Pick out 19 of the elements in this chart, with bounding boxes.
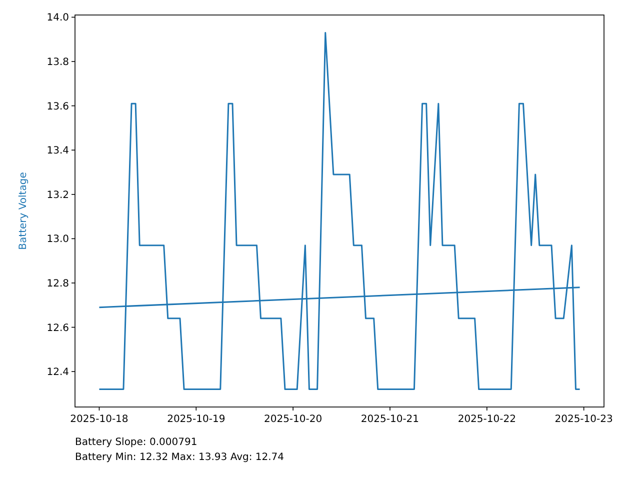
x-tick-label: 2025-10-22 (458, 414, 516, 425)
y-tick-label: 13.2 (46, 190, 69, 201)
text: Battery Min: 12.32 Max: 13.93 Avg: 12.74 (75, 452, 284, 463)
y-tick-label: 12.8 (46, 278, 69, 290)
x-tick-label: 2025-10-18 (70, 414, 128, 425)
x-tick-label: 2025-10-23 (554, 414, 613, 425)
y-axis-title: Battery Voltage (18, 172, 29, 250)
y-tick-label: 12.6 (46, 322, 69, 334)
y-tick-label: 13.0 (46, 234, 69, 246)
y-tick-label: 12.4 (46, 367, 69, 378)
y-tick-label: 13.4 (46, 146, 69, 157)
x-tick-label: 2025-10-19 (167, 414, 226, 425)
y-tick-label: 13.6 (46, 101, 69, 112)
x-tick-label: 2025-10-21 (360, 414, 420, 425)
y-tick-label: 13.8 (46, 57, 69, 68)
y-tick-label: 14.0 (46, 12, 69, 24)
line-series (98, 32, 581, 390)
text: Battery Slope: 0.000791 (75, 437, 198, 448)
x-tick-label: 2025-10-20 (264, 414, 322, 425)
